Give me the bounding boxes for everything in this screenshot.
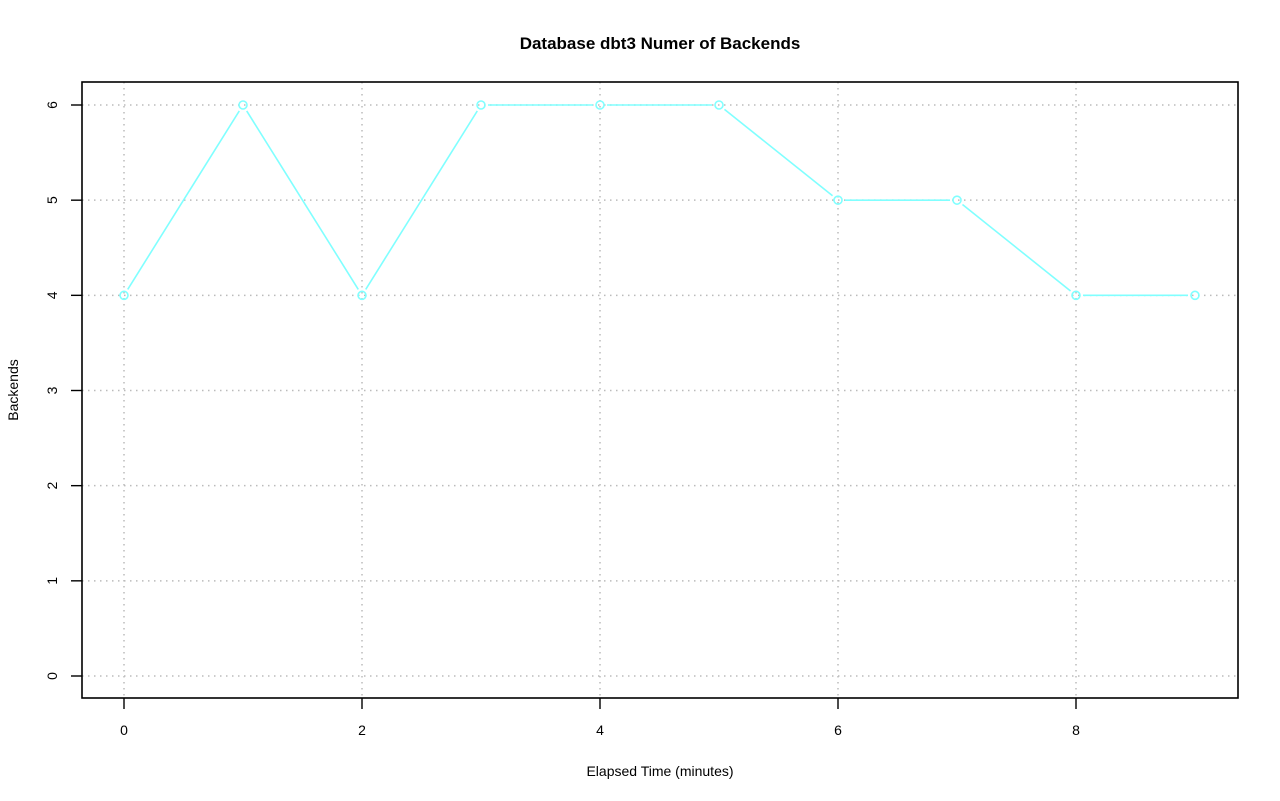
data-point [833, 195, 843, 205]
y-tick-label: 2 [44, 482, 60, 490]
series-segment [961, 203, 1072, 292]
series-segment [127, 110, 240, 290]
y-tick-label: 0 [44, 672, 60, 680]
series [119, 100, 1200, 301]
y-tick-label: 1 [44, 577, 60, 585]
data-point [119, 290, 129, 301]
y-tick-label: 3 [44, 386, 60, 394]
series-segment [246, 110, 359, 290]
y-tick-label: 4 [44, 291, 60, 299]
x-tick-label: 2 [358, 722, 366, 738]
data-point [238, 100, 248, 110]
data-point [476, 100, 486, 110]
series-segment [723, 108, 834, 197]
data-point [595, 100, 605, 110]
plot-frame [81, 81, 1239, 699]
data-point [1071, 290, 1081, 301]
data-point [714, 100, 724, 110]
chart-title: Database dbt3 Numer of Backends [520, 34, 801, 53]
y-axis-label: Backends [5, 359, 21, 420]
x-axis-label: Elapsed Time (minutes) [586, 763, 733, 779]
x-tick-label: 4 [596, 722, 604, 738]
series-segment [365, 110, 478, 290]
data-point [952, 195, 962, 205]
y-tick-label: 5 [44, 196, 60, 204]
y-tick-label: 6 [44, 101, 60, 109]
grid [82, 82, 1238, 698]
data-point [1190, 290, 1200, 301]
axes: 0 2 4 6 8 0 1 2 3 4 5 6 [44, 101, 1080, 738]
x-tick-label: 8 [1072, 722, 1080, 738]
x-tick-label: 0 [120, 722, 128, 738]
data-point [357, 290, 367, 301]
x-tick-label: 6 [834, 722, 842, 738]
